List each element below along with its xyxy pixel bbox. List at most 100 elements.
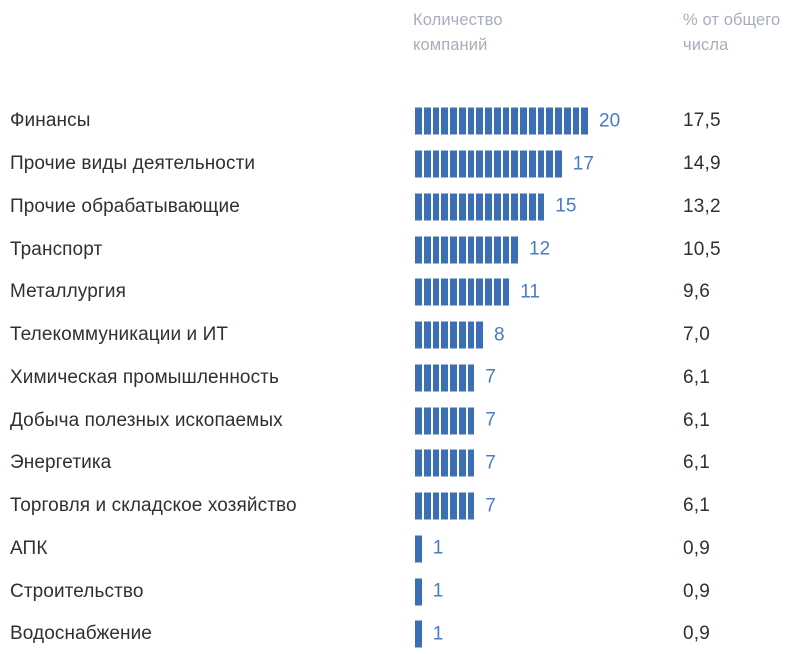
- bar-area: 7: [415, 449, 496, 477]
- industry-label: Финансы: [10, 110, 91, 132]
- bar-segment: [441, 364, 448, 392]
- bar-segment: [458, 449, 466, 477]
- bar-segment: [511, 193, 518, 221]
- bar-segment: [458, 107, 466, 135]
- bar-segment: [467, 107, 475, 135]
- bar-segment: [432, 107, 440, 135]
- bar-segment: [441, 449, 448, 477]
- bar-segment: [476, 236, 483, 264]
- bar-segment: [572, 107, 580, 135]
- chart-row: Добыча полезных ископаемых 7 6,1: [0, 399, 798, 442]
- percent-value: 6,1: [683, 452, 711, 474]
- chart-row: Транспорт 12 10,5: [0, 228, 798, 271]
- bar-segment: [432, 449, 440, 477]
- percent-value: 9,6: [683, 281, 711, 303]
- bar-area: 1: [415, 620, 443, 648]
- percent-value: 7,0: [683, 324, 711, 346]
- bar-segment: [415, 278, 422, 306]
- bar-segment: [450, 107, 457, 135]
- industry-label: Строительство: [10, 580, 144, 602]
- industry-label: Телекоммуникации и ИТ: [10, 324, 229, 346]
- bar-area: 11: [415, 278, 540, 306]
- bar-segment: [520, 193, 527, 221]
- percent-value: 6,1: [683, 366, 711, 388]
- bar-segment: [432, 150, 440, 178]
- chart-row: Торговля и складское хозяйство 7 6,1: [0, 485, 798, 528]
- bar-segment: [423, 236, 431, 264]
- bar-segment: [563, 107, 571, 135]
- bar-segment: [423, 321, 431, 349]
- bar-segment: [476, 150, 483, 178]
- bar-segment: [458, 236, 466, 264]
- bar-segment: [546, 107, 553, 135]
- percent-value: 6,1: [683, 495, 711, 517]
- count-value: 7: [485, 409, 496, 431]
- bar-segment: [493, 193, 501, 221]
- industry-label: Добыча полезных ископаемых: [10, 409, 283, 431]
- bar-segment: [502, 193, 510, 221]
- chart-row: Энергетика 7 6,1: [0, 442, 798, 485]
- bar-segment: [493, 107, 501, 135]
- segmented-bar: [415, 449, 476, 477]
- bar-segment: [502, 236, 510, 264]
- percent-value: 0,9: [683, 580, 711, 602]
- chart-row: Строительство 1 0,9: [0, 570, 798, 613]
- bar-segment: [415, 364, 422, 392]
- bar-segment: [502, 150, 510, 178]
- bar-segment: [450, 364, 457, 392]
- chart-row: Химическая промышленность 7 6,1: [0, 357, 798, 400]
- bar-segment: [450, 407, 457, 435]
- bar-segment: [520, 107, 527, 135]
- segmented-bar: [415, 364, 476, 392]
- bar-segment: [485, 193, 492, 221]
- bar-segment: [458, 193, 466, 221]
- bar-segment: [432, 321, 440, 349]
- bar-segment: [581, 107, 588, 135]
- bar-area: 17: [415, 150, 594, 178]
- segmented-bar: [415, 578, 424, 606]
- bar-segment: [441, 193, 448, 221]
- count-column-header: Количество компаний: [413, 11, 503, 54]
- count-value: 17: [572, 153, 594, 175]
- bar-segment: [467, 449, 475, 477]
- bar-segment: [537, 107, 545, 135]
- count-value: 15: [555, 195, 577, 217]
- bar-segment: [537, 193, 545, 221]
- bar-segment: [476, 107, 483, 135]
- count-value: 1: [432, 580, 444, 602]
- bar-segment: [432, 236, 440, 264]
- segmented-bar: [415, 620, 424, 648]
- percent-value: 14,9: [683, 153, 721, 175]
- segmented-bar: [415, 492, 476, 520]
- bar-segment: [555, 150, 562, 178]
- industry-label: Энергетика: [10, 452, 112, 474]
- bar-segment: [415, 535, 422, 563]
- bar-segment: [467, 321, 475, 349]
- bar-segment: [423, 407, 431, 435]
- percent-value: 0,9: [683, 623, 711, 645]
- count-value: 7: [485, 495, 496, 517]
- bar-segment: [423, 193, 431, 221]
- bar-segment: [528, 193, 536, 221]
- chart-row: Прочие обрабатывающие 15 13,2: [0, 186, 798, 229]
- bar-segment: [485, 150, 492, 178]
- segmented-bar: [415, 321, 485, 349]
- percent-value: 6,1: [683, 409, 711, 431]
- bar-segment: [485, 107, 492, 135]
- bar-segment: [432, 278, 440, 306]
- bar-segment: [476, 278, 483, 306]
- bar-area: 12: [415, 236, 550, 264]
- percent-value: 17,5: [683, 110, 721, 132]
- bar-segment: [511, 150, 518, 178]
- bar-segment: [441, 107, 448, 135]
- chart-row: Телекоммуникации и ИТ 8 7,0: [0, 314, 798, 357]
- industry-label: Прочие обрабатывающие: [10, 195, 240, 217]
- chart-row: Финансы 20 17,5: [0, 100, 798, 143]
- bar-segment: [441, 492, 448, 520]
- bar-segment: [450, 193, 457, 221]
- bar-segment: [528, 107, 536, 135]
- chart-row: Прочие виды деятельности 17 14,9: [0, 143, 798, 186]
- bar-segment: [432, 364, 440, 392]
- bar-segment: [458, 492, 466, 520]
